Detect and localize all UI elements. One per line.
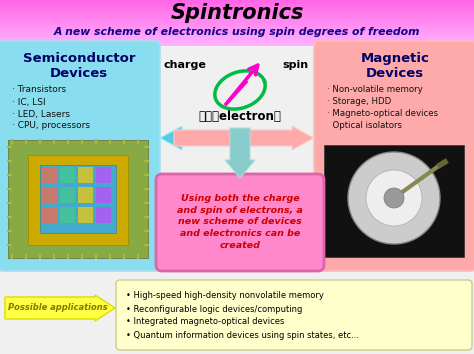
FancyBboxPatch shape (116, 280, 472, 350)
FancyBboxPatch shape (78, 187, 93, 203)
FancyBboxPatch shape (0, 34, 474, 35)
FancyBboxPatch shape (0, 21, 474, 22)
FancyBboxPatch shape (0, 42, 474, 43)
Text: · Magneto-optical devices: · Magneto-optical devices (327, 109, 438, 119)
FancyBboxPatch shape (0, 38, 474, 39)
FancyBboxPatch shape (0, 22, 474, 23)
FancyBboxPatch shape (0, 35, 474, 36)
FancyBboxPatch shape (60, 187, 75, 203)
FancyBboxPatch shape (96, 187, 111, 203)
FancyBboxPatch shape (314, 41, 474, 271)
FancyArrow shape (225, 128, 255, 178)
FancyArrow shape (160, 126, 300, 150)
Circle shape (366, 170, 422, 226)
FancyBboxPatch shape (0, 19, 474, 20)
FancyBboxPatch shape (78, 167, 93, 183)
Text: Magnetic
Devices: Magnetic Devices (361, 52, 429, 80)
FancyBboxPatch shape (96, 207, 111, 223)
FancyBboxPatch shape (42, 187, 57, 203)
Text: 電子（electron）: 電子（electron） (199, 109, 282, 122)
FancyBboxPatch shape (0, 32, 474, 33)
FancyArrow shape (5, 295, 115, 321)
FancyArrow shape (174, 126, 314, 150)
Circle shape (384, 188, 404, 208)
Text: • Quantum information devices using spin states, etc...: • Quantum information devices using spin… (126, 331, 359, 339)
FancyBboxPatch shape (0, 10, 474, 11)
FancyBboxPatch shape (0, 17, 474, 18)
FancyBboxPatch shape (156, 174, 324, 271)
FancyBboxPatch shape (0, 5, 474, 6)
FancyBboxPatch shape (40, 165, 116, 233)
FancyBboxPatch shape (0, 41, 160, 271)
FancyBboxPatch shape (0, 0, 474, 1)
FancyBboxPatch shape (0, 28, 474, 29)
Text: spin: spin (282, 60, 308, 70)
FancyBboxPatch shape (0, 33, 474, 34)
FancyBboxPatch shape (0, 15, 474, 16)
Text: · Non-volatile memory: · Non-volatile memory (327, 86, 423, 95)
Text: charge: charge (164, 60, 207, 70)
FancyBboxPatch shape (96, 167, 111, 183)
Text: · Storage, HDD: · Storage, HDD (327, 97, 391, 107)
FancyBboxPatch shape (0, 1, 474, 2)
Text: Spintronics: Spintronics (170, 3, 304, 23)
FancyBboxPatch shape (8, 140, 148, 258)
FancyBboxPatch shape (0, 25, 474, 26)
Text: • Integrated magneto-optical devices: • Integrated magneto-optical devices (126, 318, 284, 326)
Circle shape (348, 152, 440, 244)
FancyBboxPatch shape (0, 18, 474, 19)
FancyBboxPatch shape (0, 20, 474, 21)
FancyBboxPatch shape (0, 43, 474, 44)
FancyBboxPatch shape (0, 16, 474, 17)
FancyBboxPatch shape (28, 155, 128, 245)
Text: · LED, Lasers: · LED, Lasers (12, 109, 70, 119)
Text: Possible applications: Possible applications (8, 303, 108, 313)
FancyBboxPatch shape (0, 2, 474, 3)
Text: · Transistors: · Transistors (12, 86, 66, 95)
FancyBboxPatch shape (0, 13, 474, 14)
FancyBboxPatch shape (0, 40, 474, 41)
Text: · CPU, processors: · CPU, processors (12, 121, 90, 131)
Text: Using both the charge
and spin of electrons, a
new scheme of devices
and electro: Using both the charge and spin of electr… (177, 194, 303, 250)
FancyBboxPatch shape (0, 41, 474, 42)
Text: • High-speed high-density nonvolatile memory: • High-speed high-density nonvolatile me… (126, 291, 324, 301)
Text: Optical isolators: Optical isolators (327, 121, 402, 131)
FancyBboxPatch shape (0, 27, 474, 28)
FancyBboxPatch shape (60, 207, 75, 223)
FancyBboxPatch shape (0, 30, 474, 31)
FancyBboxPatch shape (0, 39, 474, 40)
Text: Semiconductor
Devices: Semiconductor Devices (23, 52, 135, 80)
FancyBboxPatch shape (0, 36, 474, 37)
FancyBboxPatch shape (0, 9, 474, 10)
FancyBboxPatch shape (60, 167, 75, 183)
Text: • Reconfigurable logic devices/computing: • Reconfigurable logic devices/computing (126, 304, 302, 314)
FancyBboxPatch shape (0, 6, 474, 7)
FancyBboxPatch shape (42, 167, 57, 183)
FancyBboxPatch shape (324, 145, 464, 257)
FancyBboxPatch shape (0, 12, 474, 13)
Text: A new scheme of electronics using spin degrees of freedom: A new scheme of electronics using spin d… (54, 27, 420, 37)
FancyBboxPatch shape (0, 23, 474, 24)
FancyBboxPatch shape (0, 8, 474, 9)
FancyBboxPatch shape (0, 44, 474, 45)
FancyBboxPatch shape (42, 207, 57, 223)
FancyBboxPatch shape (0, 3, 474, 4)
FancyBboxPatch shape (0, 26, 474, 27)
FancyBboxPatch shape (0, 45, 474, 46)
FancyBboxPatch shape (0, 14, 474, 15)
FancyBboxPatch shape (0, 4, 474, 5)
FancyBboxPatch shape (0, 24, 474, 25)
FancyBboxPatch shape (78, 207, 93, 223)
FancyBboxPatch shape (0, 37, 474, 38)
FancyBboxPatch shape (0, 11, 474, 12)
FancyBboxPatch shape (0, 29, 474, 30)
Text: · IC, LSI: · IC, LSI (12, 97, 46, 107)
FancyBboxPatch shape (0, 31, 474, 32)
FancyBboxPatch shape (0, 7, 474, 8)
